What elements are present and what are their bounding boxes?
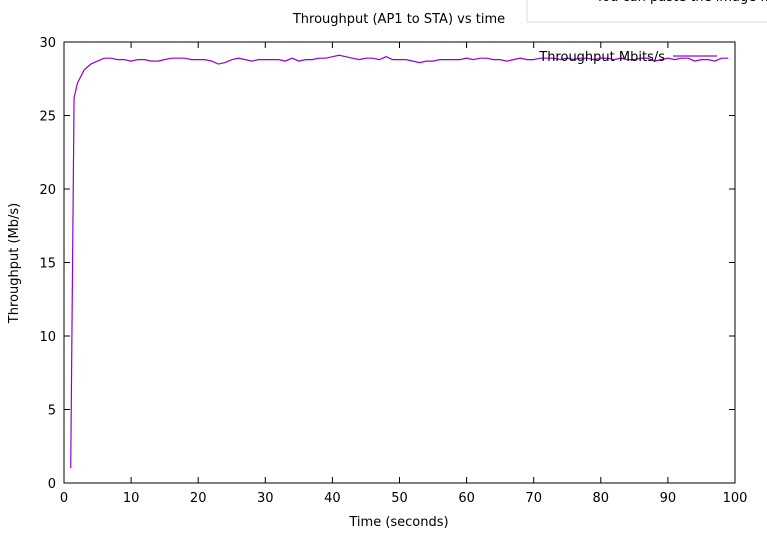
y-tick-label: 5 <box>48 404 56 419</box>
y-tick-label: 10 <box>39 330 56 345</box>
data-line <box>70 54 729 469</box>
y-tick-label: 25 <box>39 110 56 125</box>
chart-title: Throughput (AP1 to STA) vs time <box>292 12 505 27</box>
x-tick-label: 20 <box>190 491 207 506</box>
y-tick-label: 20 <box>39 183 56 198</box>
x-tick-label: 0 <box>60 491 68 506</box>
x-axis-label: Time (seconds) <box>348 515 448 530</box>
popup-text: You can paste the image fr <box>595 0 767 5</box>
x-tick-label: 70 <box>525 491 542 506</box>
x-tick-label: 30 <box>257 491 274 506</box>
y-tick-label: 0 <box>48 477 56 492</box>
y-tick-label: 30 <box>39 36 56 51</box>
x-tick-label: 40 <box>324 491 341 506</box>
popup: You can paste the image fr <box>526 0 767 23</box>
y-tick-label: 15 <box>39 257 56 272</box>
x-tick-label: 10 <box>123 491 140 506</box>
x-tick-label: 50 <box>391 491 408 506</box>
popup-box <box>526 0 767 23</box>
x-tick-label: 80 <box>593 491 610 506</box>
y-axis-label: Throughput (Mb/s) <box>7 203 22 324</box>
legend-label: Throughput Mbits/s <box>538 50 665 65</box>
x-tick-label: 60 <box>458 491 475 506</box>
x-tick-label: 100 <box>723 491 748 506</box>
x-tick-label: 90 <box>660 491 677 506</box>
